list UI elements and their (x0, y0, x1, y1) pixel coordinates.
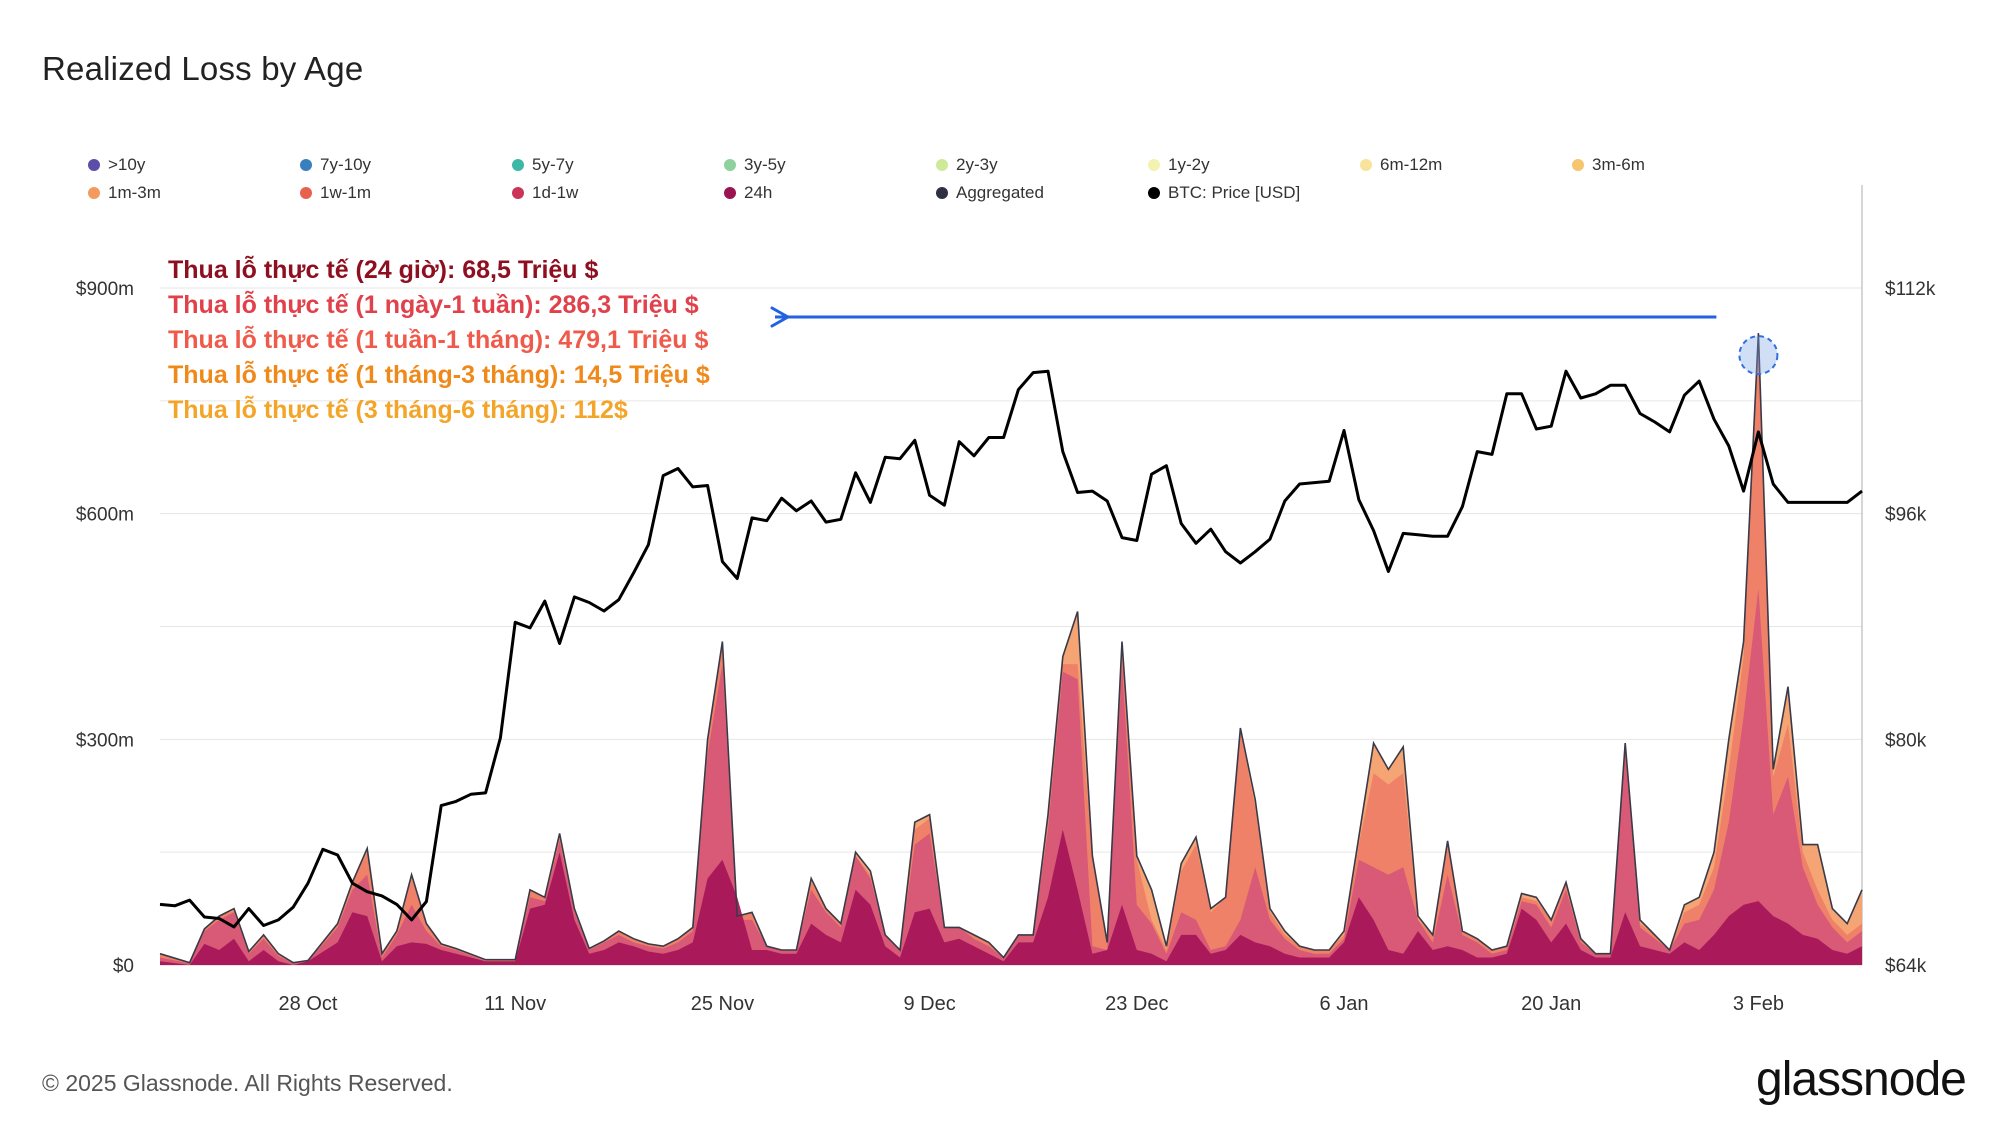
legend-label: 2y-3y (956, 155, 998, 174)
legend-item[interactable]: Aggregated (936, 183, 1044, 203)
legend-dot-icon (724, 159, 736, 171)
legend-label: 1m-3m (108, 183, 161, 202)
legend-item[interactable]: BTC: Price [USD] (1148, 183, 1300, 203)
legend-dot-icon (936, 187, 948, 199)
legend-dot-icon (1360, 159, 1372, 171)
y-right-tick-label: $80k (1885, 730, 1927, 751)
x-tick-label: 28 Oct (279, 993, 338, 1015)
y-left-tick-label: $0 (113, 956, 134, 977)
legend-label: >10y (108, 155, 146, 174)
legend-item[interactable]: 1w-1m (300, 183, 371, 203)
legend-item[interactable]: >10y (88, 155, 145, 175)
highlight-circle (1738, 335, 1779, 376)
legend-item[interactable]: 5y-7y (512, 155, 574, 175)
x-tick-label: 9 Dec (903, 993, 955, 1015)
legend-item[interactable]: 1m-3m (88, 183, 161, 203)
legend-dot-icon (512, 159, 524, 171)
area-series-1d1w (160, 588, 1862, 965)
annotation-text: Thua lỗ thực tế (3 tháng-6 tháng): 112$ (168, 396, 628, 424)
area-series-24h (160, 829, 1862, 965)
legend-label: 1y-2y (1168, 155, 1210, 174)
y-left-tick-label: $600m (76, 505, 134, 526)
legend-label: 1w-1m (320, 183, 372, 202)
x-tick-label: 25 Nov (691, 993, 754, 1015)
x-tick-label: 6 Jan (1320, 993, 1369, 1015)
legend-item[interactable]: 6m-12m (1360, 155, 1442, 175)
legend-label: 7y-10y (320, 155, 372, 174)
legend-item[interactable]: 24h (724, 183, 772, 203)
y-left-tick-label: $900m (76, 279, 134, 300)
btc-price-line (159, 369, 1863, 929)
glassnode-logo: glassnode (1756, 1053, 1967, 1106)
chart-title: Realized Loss by Age (42, 50, 364, 87)
legend-label: 6m-12m (1380, 155, 1443, 174)
y-left-tick-label: $300m (76, 730, 134, 751)
legend-dot-icon (88, 159, 100, 171)
annotation-text: Thua lỗ thực tế (24 giờ): 68,5 Triệu $ (168, 256, 599, 284)
legend-item[interactable]: 1d-1w (512, 183, 578, 203)
legend-label: 1d-1w (532, 183, 579, 202)
copyright-text: © 2025 Glassnode. All Rights Reserved. (42, 1070, 453, 1096)
annotation-text: Thua lỗ thực tế (1 ngày-1 tuần): 286,3 T… (168, 291, 699, 319)
legend-item[interactable]: 1y-2y (1148, 155, 1210, 175)
legend-dot-icon (88, 187, 100, 199)
legend-dot-icon (1148, 187, 1160, 199)
x-tick-label: 20 Jan (1521, 993, 1581, 1015)
y-right-tick-label: $112k (1885, 279, 1936, 300)
legend-label: 24h (744, 183, 773, 202)
legend-dot-icon (300, 187, 312, 199)
legend-item[interactable]: 3m-6m (1572, 155, 1645, 175)
legend-label: 3m-6m (1592, 155, 1645, 174)
legend-item[interactable]: 3y-5y (724, 155, 786, 175)
legend-dot-icon (724, 187, 736, 199)
legend-dot-icon (300, 159, 312, 171)
annotation-text: Thua lỗ thực tế (1 tháng-3 tháng): 14,5 … (168, 361, 710, 389)
legend-label: 5y-7y (532, 155, 574, 174)
legend-item[interactable]: 7y-10y (300, 155, 371, 175)
legend-item[interactable]: 2y-3y (936, 155, 998, 175)
y-right-tick-label: $96k (1885, 505, 1927, 526)
legend-dot-icon (512, 187, 524, 199)
legend-label: BTC: Price [USD] (1168, 183, 1301, 202)
x-tick-label: 11 Nov (484, 993, 546, 1015)
area-series-1w1m (160, 340, 1862, 965)
area-series-1m3m (160, 333, 1862, 966)
annotation-arrow-head-icon (770, 306, 790, 328)
x-tick-label: 23 Dec (1105, 993, 1168, 1015)
legend-label: 3y-5y (744, 155, 786, 174)
legend-dot-icon (1148, 159, 1160, 171)
legend-label: Aggregated (956, 183, 1044, 202)
legend-dot-icon (936, 159, 948, 171)
x-tick-label: 3 Feb (1733, 993, 1784, 1015)
legend-dot-icon (1572, 159, 1584, 171)
annotation-text: Thua lỗ thực tế (1 tuần-1 tháng): 479,1 … (168, 326, 709, 354)
y-right-tick-label: $64k (1885, 956, 1927, 977)
aggregated-line (159, 333, 1863, 964)
